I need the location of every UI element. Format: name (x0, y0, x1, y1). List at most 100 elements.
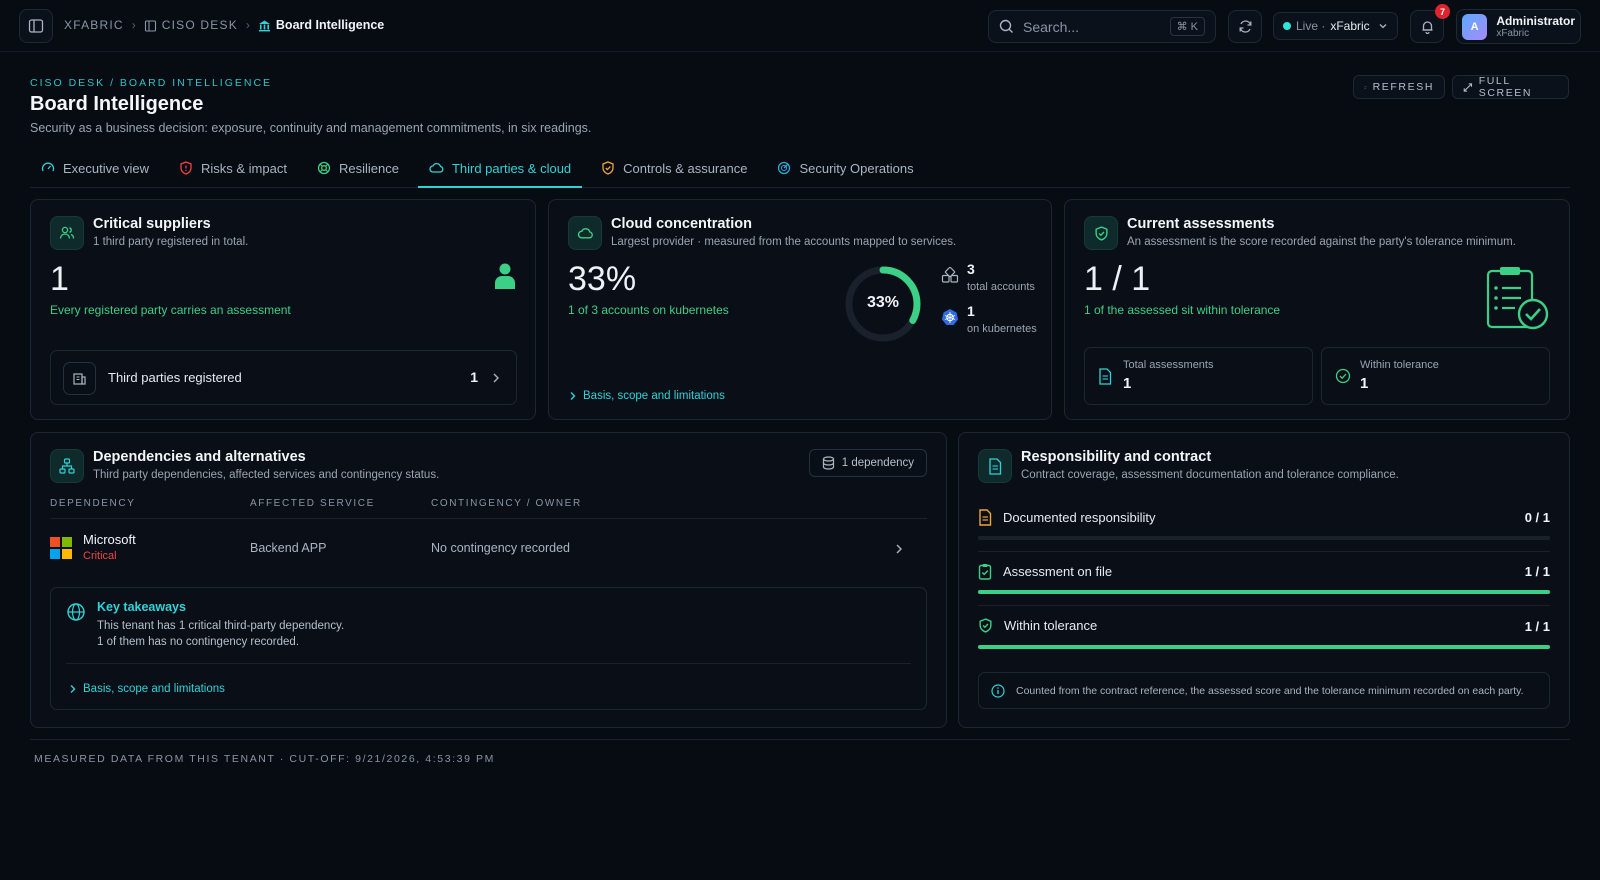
sync-button[interactable] (1228, 10, 1262, 43)
chevron-right-icon (570, 392, 576, 400)
card-subtitle: 1 third party registered in total. (93, 236, 249, 248)
chevron-right-icon: › (131, 18, 136, 32)
bank-icon (258, 20, 270, 31)
live-status-dot (1283, 22, 1291, 30)
card-subtitle: Largest provider · measured from the acc… (611, 236, 957, 248)
row-divider (978, 605, 1550, 606)
critical-suppliers-card: Critical suppliers 1 third party registe… (30, 199, 536, 420)
search-input[interactable]: Search... ⌘ K (988, 10, 1216, 43)
footer-cutoff: MEASURED DATA FROM THIS TENANT · CUT-OFF… (34, 753, 496, 765)
card-subtitle: Third party dependencies, affected servi… (93, 469, 440, 481)
breadcrumb-current: Board Intelligence (258, 18, 384, 32)
progress-track (978, 590, 1550, 594)
microsoft-logo-icon (50, 537, 72, 559)
notifications-button[interactable]: 7 (1410, 4, 1450, 43)
tab-executive-view[interactable]: Executive view (30, 150, 160, 186)
card-subtitle: An assessment is the score recorded agai… (1127, 236, 1516, 248)
progress-track (978, 536, 1550, 540)
chevron-right-icon (70, 685, 76, 693)
tab-controls-assurance[interactable]: Controls & assurance (590, 150, 758, 186)
user-org: xFabric (1496, 28, 1530, 39)
users-icon (50, 216, 84, 250)
donut-label: 33% (866, 294, 900, 311)
takeaways-divider (66, 663, 911, 664)
cloud-icon (429, 162, 444, 173)
takeaway-line: This tenant has 1 critical third-party d… (97, 620, 345, 632)
row-value: 1 (470, 369, 478, 385)
top-bar: XFABRIC › CISO DESK › Board Intelligence… (0, 0, 1600, 52)
lifebuoy-icon (317, 161, 331, 175)
basis-scope-link[interactable]: Basis, scope and limitations (569, 390, 725, 402)
tab-bar: Executive view Risks & impact Resilience… (30, 150, 1570, 188)
supplier-count: 1 (50, 260, 69, 298)
kubernetes-icon (942, 309, 958, 325)
page-subtitle: Security as a business decision: exposur… (30, 121, 592, 135)
table-row[interactable]: Microsoft Critical Backend APP No contin… (50, 526, 927, 570)
page-eyebrow: CISO DESK / BOARD INTELLIGENCE (30, 77, 273, 89)
progress-value: 1 / 1 (1524, 619, 1550, 634)
document-icon (1099, 368, 1112, 385)
refresh-button[interactable]: REFRESH (1353, 75, 1445, 99)
cubes-icon (941, 267, 959, 283)
page-title: Board Intelligence (30, 93, 204, 115)
tab-security-operations[interactable]: Security Operations (766, 150, 924, 186)
live-label: Live · (1296, 19, 1326, 33)
building-icon (63, 362, 96, 395)
footer-divider (30, 739, 1570, 740)
col-header-dependency: DEPENDENCY (50, 498, 136, 509)
card-subtitle: Contract coverage, assessment documentat… (1021, 469, 1399, 481)
tab-risks-impact[interactable]: Risks & impact (168, 150, 298, 186)
search-icon (999, 19, 1013, 33)
tenant-name: xFabric (1330, 19, 1370, 33)
within-tolerance-box: Within tolerance 1 (1321, 347, 1550, 405)
third-parties-registered-row[interactable]: Third parties registered 1 (50, 350, 517, 405)
table-divider (50, 518, 927, 519)
search-placeholder: Search... (1023, 18, 1080, 35)
progress-track (978, 645, 1550, 649)
assessment-on-file-row: Assessment on file 1 / 1 (978, 563, 1550, 594)
tenant-selector[interactable]: Live · xFabric (1273, 12, 1398, 40)
chevron-right-icon: › (245, 18, 250, 32)
dependency-name: Microsoft (83, 532, 136, 547)
card-title: Current assessments (1127, 216, 1275, 232)
user-name: Administrator (1496, 14, 1575, 28)
radar-icon (778, 161, 791, 175)
documented-responsibility-row: Documented responsibility 0 / 1 (978, 509, 1550, 540)
sidebar-toggle-button[interactable] (19, 9, 53, 43)
breadcrumb-xfabric[interactable]: XFABRIC (64, 18, 124, 32)
col-header-contingency: CONTINGENCY / OWNER (431, 498, 582, 509)
refresh-icon (1364, 85, 1367, 89)
takeaways-title: Key takeaways (97, 600, 186, 614)
fullscreen-button[interactable]: FULL SCREEN (1452, 75, 1569, 99)
severity-label: Critical (83, 550, 117, 562)
supplier-note: Every registered party carries an assess… (50, 303, 291, 317)
card-title: Critical suppliers (93, 216, 211, 232)
tab-third-parties-cloud[interactable]: Third parties & cloud (417, 150, 583, 188)
card-title: Responsibility and contract (1021, 449, 1212, 465)
concentration-donut: 33% (843, 264, 923, 344)
clipboard-check-icon (1485, 266, 1551, 335)
within-tolerance-row: Within tolerance 1 / 1 (978, 618, 1550, 649)
assessment-note: 1 of the assessed sit within tolerance (1084, 303, 1281, 317)
breadcrumb-ciso-desk[interactable]: CISO DESK (144, 18, 238, 32)
basis-scope-link[interactable]: Basis, scope and limitations (69, 683, 225, 695)
globe-icon (67, 603, 85, 621)
user-menu[interactable]: A Administrator xFabric (1456, 9, 1581, 44)
database-icon (822, 456, 834, 470)
affected-service: Backend APP (250, 541, 327, 555)
tab-resilience[interactable]: Resilience (306, 150, 410, 186)
shield-check-icon (979, 618, 992, 633)
document-icon (979, 509, 992, 526)
shield-check-icon (602, 161, 614, 175)
gauge-icon (41, 162, 55, 172)
key-takeaways-panel: Key takeaways This tenant has 1 critical… (50, 587, 927, 710)
takeaway-line: 1 of them has no contingency recorded. (97, 636, 300, 648)
progress-value: 1 / 1 (1524, 564, 1550, 579)
info-icon (991, 684, 1005, 698)
search-shortcut: ⌘ K (1169, 17, 1205, 36)
card-title: Dependencies and alternatives (93, 449, 306, 465)
progress-value: 0 / 1 (1524, 510, 1550, 525)
person-icon (494, 262, 516, 293)
building-icon (144, 19, 156, 32)
expand-icon (1463, 82, 1473, 92)
